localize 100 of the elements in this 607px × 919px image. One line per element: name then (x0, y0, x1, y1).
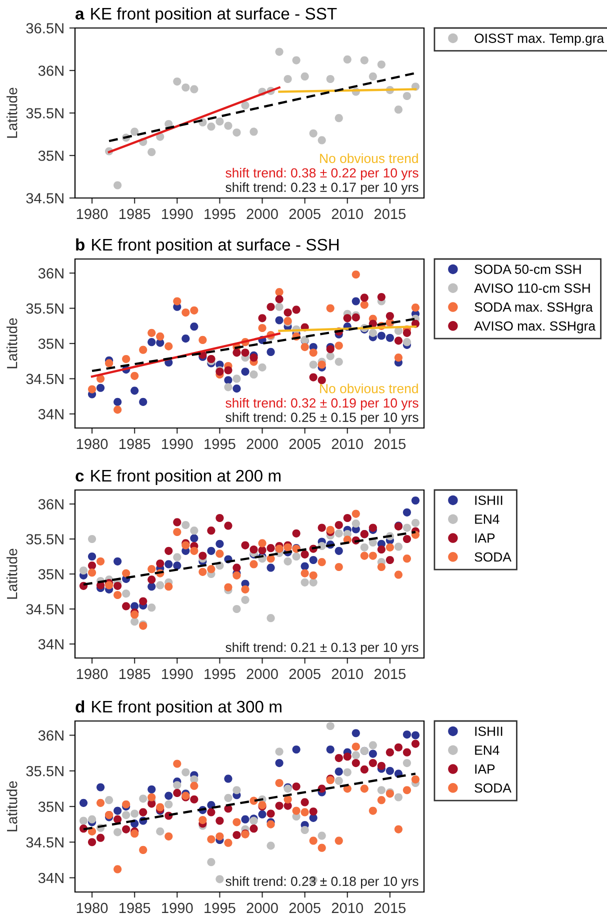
point (224, 794, 232, 802)
point (394, 743, 403, 752)
point (207, 808, 216, 816)
point (173, 518, 182, 526)
point (250, 370, 258, 379)
point (232, 818, 241, 826)
point (266, 544, 275, 552)
point (139, 794, 148, 803)
point (232, 384, 241, 393)
point (377, 786, 386, 794)
point (394, 570, 403, 579)
point (241, 101, 250, 110)
chart-title: b KE front position at surface - SSH (76, 238, 339, 254)
point (122, 825, 130, 834)
point (318, 558, 326, 566)
point (148, 604, 156, 612)
x-tick-label: 2005 (289, 208, 320, 220)
point (232, 564, 241, 572)
point (114, 806, 122, 815)
point (352, 758, 360, 768)
point (114, 582, 122, 590)
point (275, 316, 284, 324)
point (258, 546, 266, 554)
point (334, 114, 343, 122)
point (130, 618, 139, 626)
point (411, 304, 420, 312)
point (352, 751, 360, 760)
point (402, 758, 412, 768)
point (318, 844, 326, 852)
point (207, 835, 216, 844)
point (326, 722, 334, 730)
point (88, 562, 96, 570)
point (232, 374, 241, 383)
point (275, 758, 284, 768)
point (173, 78, 182, 86)
point (402, 534, 412, 544)
point (318, 524, 326, 532)
point (148, 148, 156, 156)
point (300, 569, 309, 578)
x-tick-label: 2005 (289, 438, 320, 450)
point (309, 556, 318, 564)
point (360, 765, 368, 774)
point (148, 793, 156, 802)
point (198, 568, 207, 576)
x-tick-label: 1995 (204, 438, 236, 450)
chart-title: a KE front position at surface - SST (75, 7, 337, 23)
x-tick-label: 2010 (332, 438, 364, 450)
point (122, 602, 130, 610)
point (352, 270, 360, 279)
point (207, 858, 216, 866)
point (139, 808, 148, 816)
legend-label: EN4 (475, 746, 500, 755)
point (343, 514, 352, 522)
point (190, 782, 198, 790)
legend-label: SODA (474, 783, 512, 793)
point (300, 578, 309, 586)
point (105, 796, 114, 804)
point (190, 546, 198, 555)
point (326, 345, 334, 354)
y-tick-label: 35.5N (26, 766, 64, 776)
point (88, 838, 96, 846)
y-tick-label: 34N (38, 409, 64, 420)
y-axis-title: Latitude (6, 88, 18, 138)
point (96, 798, 105, 807)
x-tick-label: 1995 (204, 902, 236, 914)
point (224, 376, 232, 384)
point (250, 560, 258, 568)
point (394, 106, 403, 114)
point (190, 795, 198, 804)
point (258, 363, 266, 372)
point (275, 748, 284, 756)
point (377, 762, 386, 770)
point (190, 85, 198, 94)
point (148, 565, 156, 574)
legend-label: ISHII (475, 726, 502, 736)
point (402, 328, 412, 337)
point (182, 308, 190, 317)
annotation: shift trend: 0.23 ± 0.18 per 10 yrs (226, 876, 418, 889)
y-axis-title: Latitude (6, 781, 18, 832)
point (114, 181, 122, 190)
point (114, 865, 122, 874)
point (368, 72, 377, 80)
y-tick-label: 34.5N (26, 837, 64, 848)
point (173, 788, 182, 798)
point (300, 562, 309, 570)
point (250, 354, 258, 362)
point (284, 74, 292, 84)
point (292, 306, 300, 314)
point (309, 578, 318, 586)
point (232, 128, 241, 137)
x-tick-label: 1985 (119, 902, 150, 914)
point (343, 752, 352, 761)
point (275, 295, 284, 304)
point (139, 597, 148, 606)
point (402, 554, 412, 563)
point (318, 832, 326, 840)
point (402, 748, 412, 756)
point (182, 768, 190, 776)
point (114, 828, 122, 836)
point (368, 758, 377, 768)
